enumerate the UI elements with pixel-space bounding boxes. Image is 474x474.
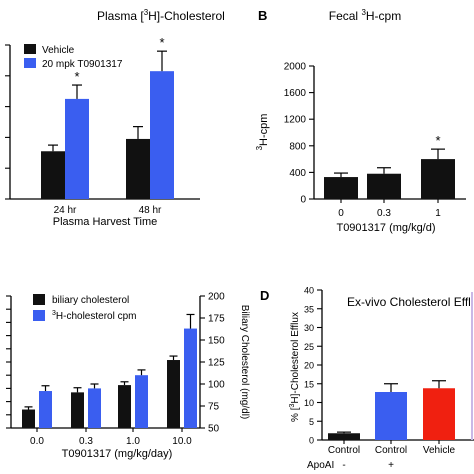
panel-b-bar [367,173,401,199]
panel-a-legend-label: Vehicle [42,45,75,56]
panel-a-bar [41,151,65,199]
panel-b-ylabel: 3H-cpm [255,114,270,151]
panel-d-row-value: + [388,460,394,471]
panel-a-significance-star: * [159,35,164,50]
panel-a-xlabel: Plasma Harvest Time [53,216,158,228]
panel-a-category-label: 24 hr [54,205,77,216]
panel-c-category-label: 1.0 [126,436,140,447]
panel-d-bar [375,392,407,440]
panel-c-bar [118,385,131,428]
panel-b-y-tick-label: 0 [300,195,306,206]
panel-c-right-y-tick-label: 150 [208,336,225,347]
panel-b-y-tick-label: 1600 [284,88,307,99]
panel-a-title: Plasma [3H]-Cholesterol [97,8,225,23]
panel-a-bar [150,71,174,199]
panel-c-bar [167,360,180,428]
panel-c-category-label: 0.0 [30,436,44,447]
panel-d-row-label: ApoAI [307,460,334,471]
panel-c-xlabel: T0901317 (mg/kg/day) [62,448,173,460]
panel-a-legend-swatch [24,58,36,68]
panel-d-category-label: Control [375,445,407,456]
panel-c-legend-label: 3H-cholesterol cpm [52,310,137,322]
panel-a-legend-label: 20 mpk T0901317 [42,59,123,70]
panel-d-bar [328,433,360,440]
panel-b-category-label: 0 [338,208,344,219]
panel-c-bar [184,328,197,428]
panel-d-row-value: - [342,460,345,471]
panel-b-y-tick-label: 1200 [284,115,307,126]
panel-a-legend-swatch [24,44,36,54]
panel-c-bar [135,375,148,428]
panel-c-right-y-tick-label: 75 [208,402,220,413]
panel-b-significance-star: * [435,133,440,148]
panel-d-y-tick-label: 5 [309,417,314,427]
panel-c-right-y-tick-label: 125 [208,358,225,369]
panel-a-category-label: 48 hr [139,205,162,216]
panel-b-y-tick-label: 2000 [284,62,307,73]
panel-d-ylabel: % [3H]-Cholesterol Efflux [289,312,301,422]
panel-c-right-ylabel: Biliary Cholesterol (mg/dl) [239,305,250,419]
panel-c-bar [22,409,35,428]
panel-c-category-label: 10.0 [172,436,192,447]
panel-b-bar [421,159,455,199]
panel-b-title: Fecal 3H-cpm [329,8,401,23]
panel-d-y-tick-label: 40 [304,286,314,296]
panel-b-y-tick-label: 800 [289,141,306,152]
panel-d-y-tick-label: 15 [304,379,314,389]
panel-c-right-y-tick-label: 50 [208,424,220,435]
panel-b-xlabel: T0901317 (mg/kg/d) [336,222,435,234]
panel-d-category-label: Control [328,445,360,456]
panel-letter-d: D [260,288,269,303]
panel-c-bar [39,391,52,428]
panel-b-category-label: 1 [435,208,441,219]
panel-a-significance-star: * [74,69,79,84]
panel-c-legend-swatch [33,310,45,321]
panel-d-y-tick-label: 35 [304,304,314,314]
panel-c-right-y-tick-label: 100 [208,380,225,391]
panel-a-bar [65,98,89,199]
panel-d-bar [423,388,455,440]
panel-d-y-tick-label: 0 [309,436,314,446]
panel-c-right-y-tick-label: 200 [208,292,225,303]
panel-a-bar [126,138,150,199]
panel-d-title: Ex-vivo Cholesterol Effl [347,295,471,309]
panel-b-category-label: 0.3 [377,208,391,219]
panel-c-bar [88,388,101,428]
panel-c-bar [71,392,84,428]
panel-letter-b: B [258,8,267,23]
panel-c-legend-label: biliary cholesterol [52,295,129,306]
panel-d-y-tick-label: 10 [304,398,314,408]
panel-b-y-tick-label: 400 [289,168,306,179]
panel-d-category-label: Vehicle [423,445,456,456]
panel-d-y-tick-label: 30 [304,323,314,333]
panel-c-category-label: 0.3 [79,436,93,447]
panel-c-right-y-tick-label: 175 [208,314,225,325]
panel-d-y-tick-label: 20 [304,361,314,371]
panel-d-y-tick-label: 25 [304,342,314,352]
panel-b-bar [324,177,358,199]
panel-c-legend-swatch [33,294,45,305]
